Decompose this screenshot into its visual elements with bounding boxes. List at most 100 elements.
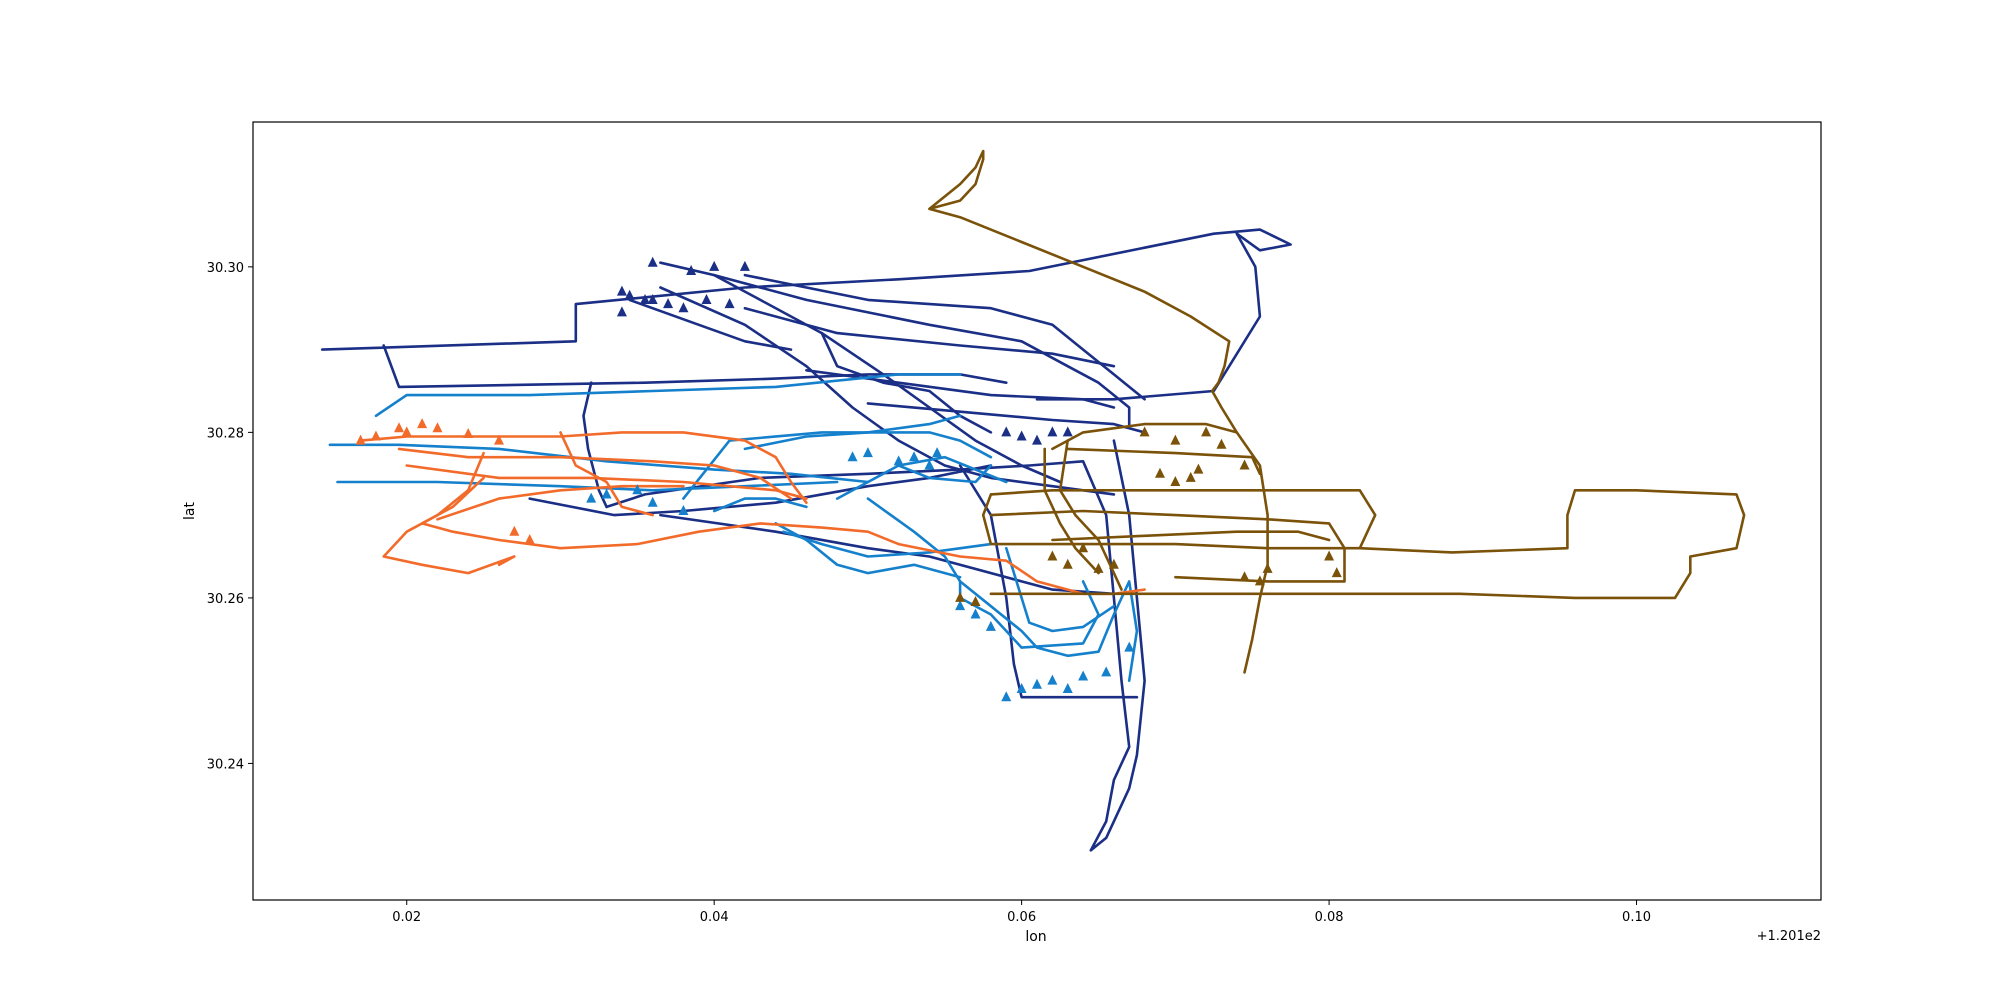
series-0-track-4 [659, 261, 1062, 484]
series-0-track-12 [659, 513, 1116, 596]
series-0-track-13 [628, 298, 793, 351]
series-3-marker-0 [1139, 426, 1150, 437]
series-0-track-5 [659, 286, 1116, 496]
series-0-marker-6 [739, 260, 750, 271]
series-1-track-11 [712, 497, 808, 513]
series-3-track-2 [1058, 439, 1123, 591]
markers-layer [355, 256, 1342, 702]
series-3-marker-8 [1193, 463, 1204, 474]
series-1-marker-4 [678, 505, 689, 515]
series-2-marker-1 [370, 430, 381, 441]
series-layer [320, 149, 1746, 852]
x-tick-label: 0.06 [1007, 910, 1036, 925]
series-1-track-5 [866, 497, 1139, 683]
series-2-track-3 [382, 451, 516, 575]
series-2-marker-6 [463, 428, 474, 439]
series-0-track-14 [582, 381, 608, 509]
series-0-marker-11 [724, 298, 735, 309]
series-0-marker-9 [678, 302, 689, 313]
series-2-marker-7 [493, 434, 504, 445]
series-0-track-3 [605, 439, 1146, 852]
series-1-marker-1 [601, 488, 612, 499]
series-2-marker-5 [432, 422, 443, 433]
series-2-track-7 [559, 431, 655, 517]
series-0-track-16 [820, 331, 993, 434]
series-1-marker-10 [932, 447, 943, 458]
series-1-track-4 [835, 455, 1008, 500]
series-1-track-6 [782, 530, 993, 558]
series-1-marker-12 [970, 608, 981, 619]
series-0-marker-13 [1001, 426, 1012, 437]
series-0-marker-1 [624, 289, 635, 300]
series-3-marker-19 [955, 591, 966, 602]
series-1-track-2 [374, 373, 962, 418]
series-0-track-8 [743, 306, 1116, 368]
plot-frame [252, 121, 1822, 901]
series-0-track-2 [382, 344, 1008, 389]
series-3-marker-20 [970, 596, 981, 607]
series-0-marker-2 [640, 293, 650, 304]
series-0-marker-14 [1016, 430, 1027, 441]
y-tick-label: 30.28 [207, 426, 244, 441]
series-2-track-5 [897, 542, 1146, 596]
series-3-track-6 [989, 509, 1346, 583]
series-0-marker-7 [647, 293, 658, 304]
series-1-marker-16 [1032, 678, 1042, 689]
series-3-marker-5 [1154, 467, 1165, 478]
series-2-marker-9 [524, 533, 535, 544]
series-3-track-0 [928, 149, 1239, 434]
series-3-marker-15 [1254, 575, 1265, 586]
series-2-marker-4 [417, 418, 428, 429]
series-1-marker-8 [909, 451, 920, 462]
series-1-track-7 [774, 522, 962, 579]
series-1-marker-18 [1062, 682, 1073, 693]
series-1-marker-5 [847, 451, 858, 462]
series-3-marker-14 [1239, 571, 1250, 582]
series-3-marker-6 [1170, 476, 1181, 487]
series-3-marker-1 [1170, 434, 1181, 445]
series-0-track-9 [805, 368, 1116, 409]
series-2-track-2 [405, 464, 808, 500]
series-3-marker-10 [1062, 558, 1073, 569]
series-3-marker-17 [1324, 550, 1335, 561]
series-3-marker-7 [1185, 471, 1196, 482]
x-axis-offset-label: +1.201e2 [1757, 929, 1821, 944]
series-0-marker-12 [616, 306, 627, 317]
y-tick-label: 30.30 [207, 261, 244, 276]
series-2-marker-2 [394, 422, 405, 433]
series-0-marker-8 [663, 298, 674, 309]
series-1-marker-17 [1047, 674, 1058, 685]
y-axis-ticks: 30.24 30.26 30.28 30.30 [207, 261, 253, 772]
series-1-marker-13 [985, 620, 996, 631]
series-2-marker-0 [355, 434, 366, 445]
y-axis-label: lat [182, 502, 198, 520]
series-2-marker-3 [401, 426, 412, 437]
series-3-track-5 [989, 488, 1746, 600]
series-3-marker-9 [1047, 550, 1058, 561]
series-1-marker-2 [632, 484, 643, 495]
series-3-marker-3 [1216, 438, 1227, 449]
series-1-marker-14 [1001, 691, 1012, 702]
series-3-track-4 [981, 488, 1377, 550]
series-3-track-3 [1043, 447, 1100, 575]
x-axis-label: lon [1025, 929, 1046, 945]
y-tick-label: 30.26 [207, 592, 244, 607]
series-1-marker-19 [1078, 670, 1089, 681]
series-1-marker-11 [955, 600, 966, 611]
series-1-marker-6 [862, 447, 873, 458]
series-3-track-1 [1051, 422, 1269, 674]
series-2-marker-8 [509, 525, 520, 536]
series-3-marker-18 [1331, 567, 1342, 578]
series-2-track-4 [420, 476, 900, 550]
series-0-track-1 [1035, 232, 1262, 401]
series-0-marker-10 [701, 293, 712, 304]
series-0-track-0 [320, 228, 1292, 351]
series-3-marker-13 [1108, 558, 1119, 569]
series-3-marker-4 [1239, 459, 1250, 470]
series-0-marker-15 [1032, 434, 1042, 445]
x-tick-label: 0.10 [1622, 910, 1651, 925]
series-3-marker-11 [1078, 542, 1089, 553]
series-1-track-9 [1004, 546, 1116, 633]
series-1-track-10 [897, 464, 993, 484]
